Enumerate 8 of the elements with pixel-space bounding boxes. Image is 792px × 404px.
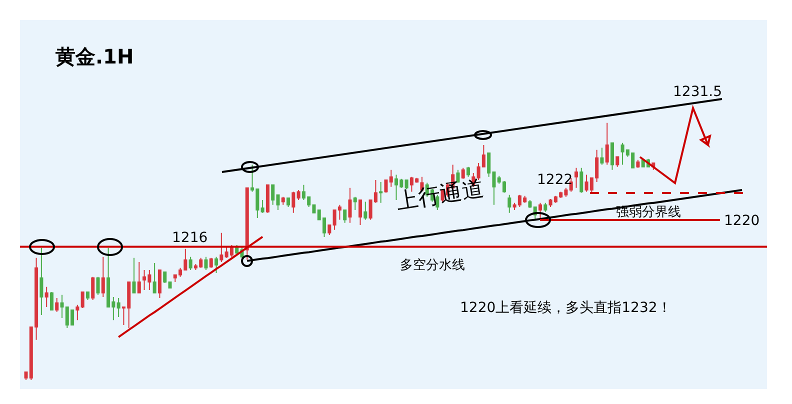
annotation: 1220上看延续，多头直指1232！ xyxy=(460,300,672,316)
annotation: 1222 xyxy=(537,172,573,188)
annotation: 1216 xyxy=(172,230,208,246)
text: 1220 xyxy=(724,213,760,229)
annotation: 多空分水线 xyxy=(400,258,465,273)
annotation: 上行通道 xyxy=(394,176,486,215)
text: 1231.5 xyxy=(673,84,722,100)
chart-title: 黄金.1H xyxy=(54,44,134,69)
